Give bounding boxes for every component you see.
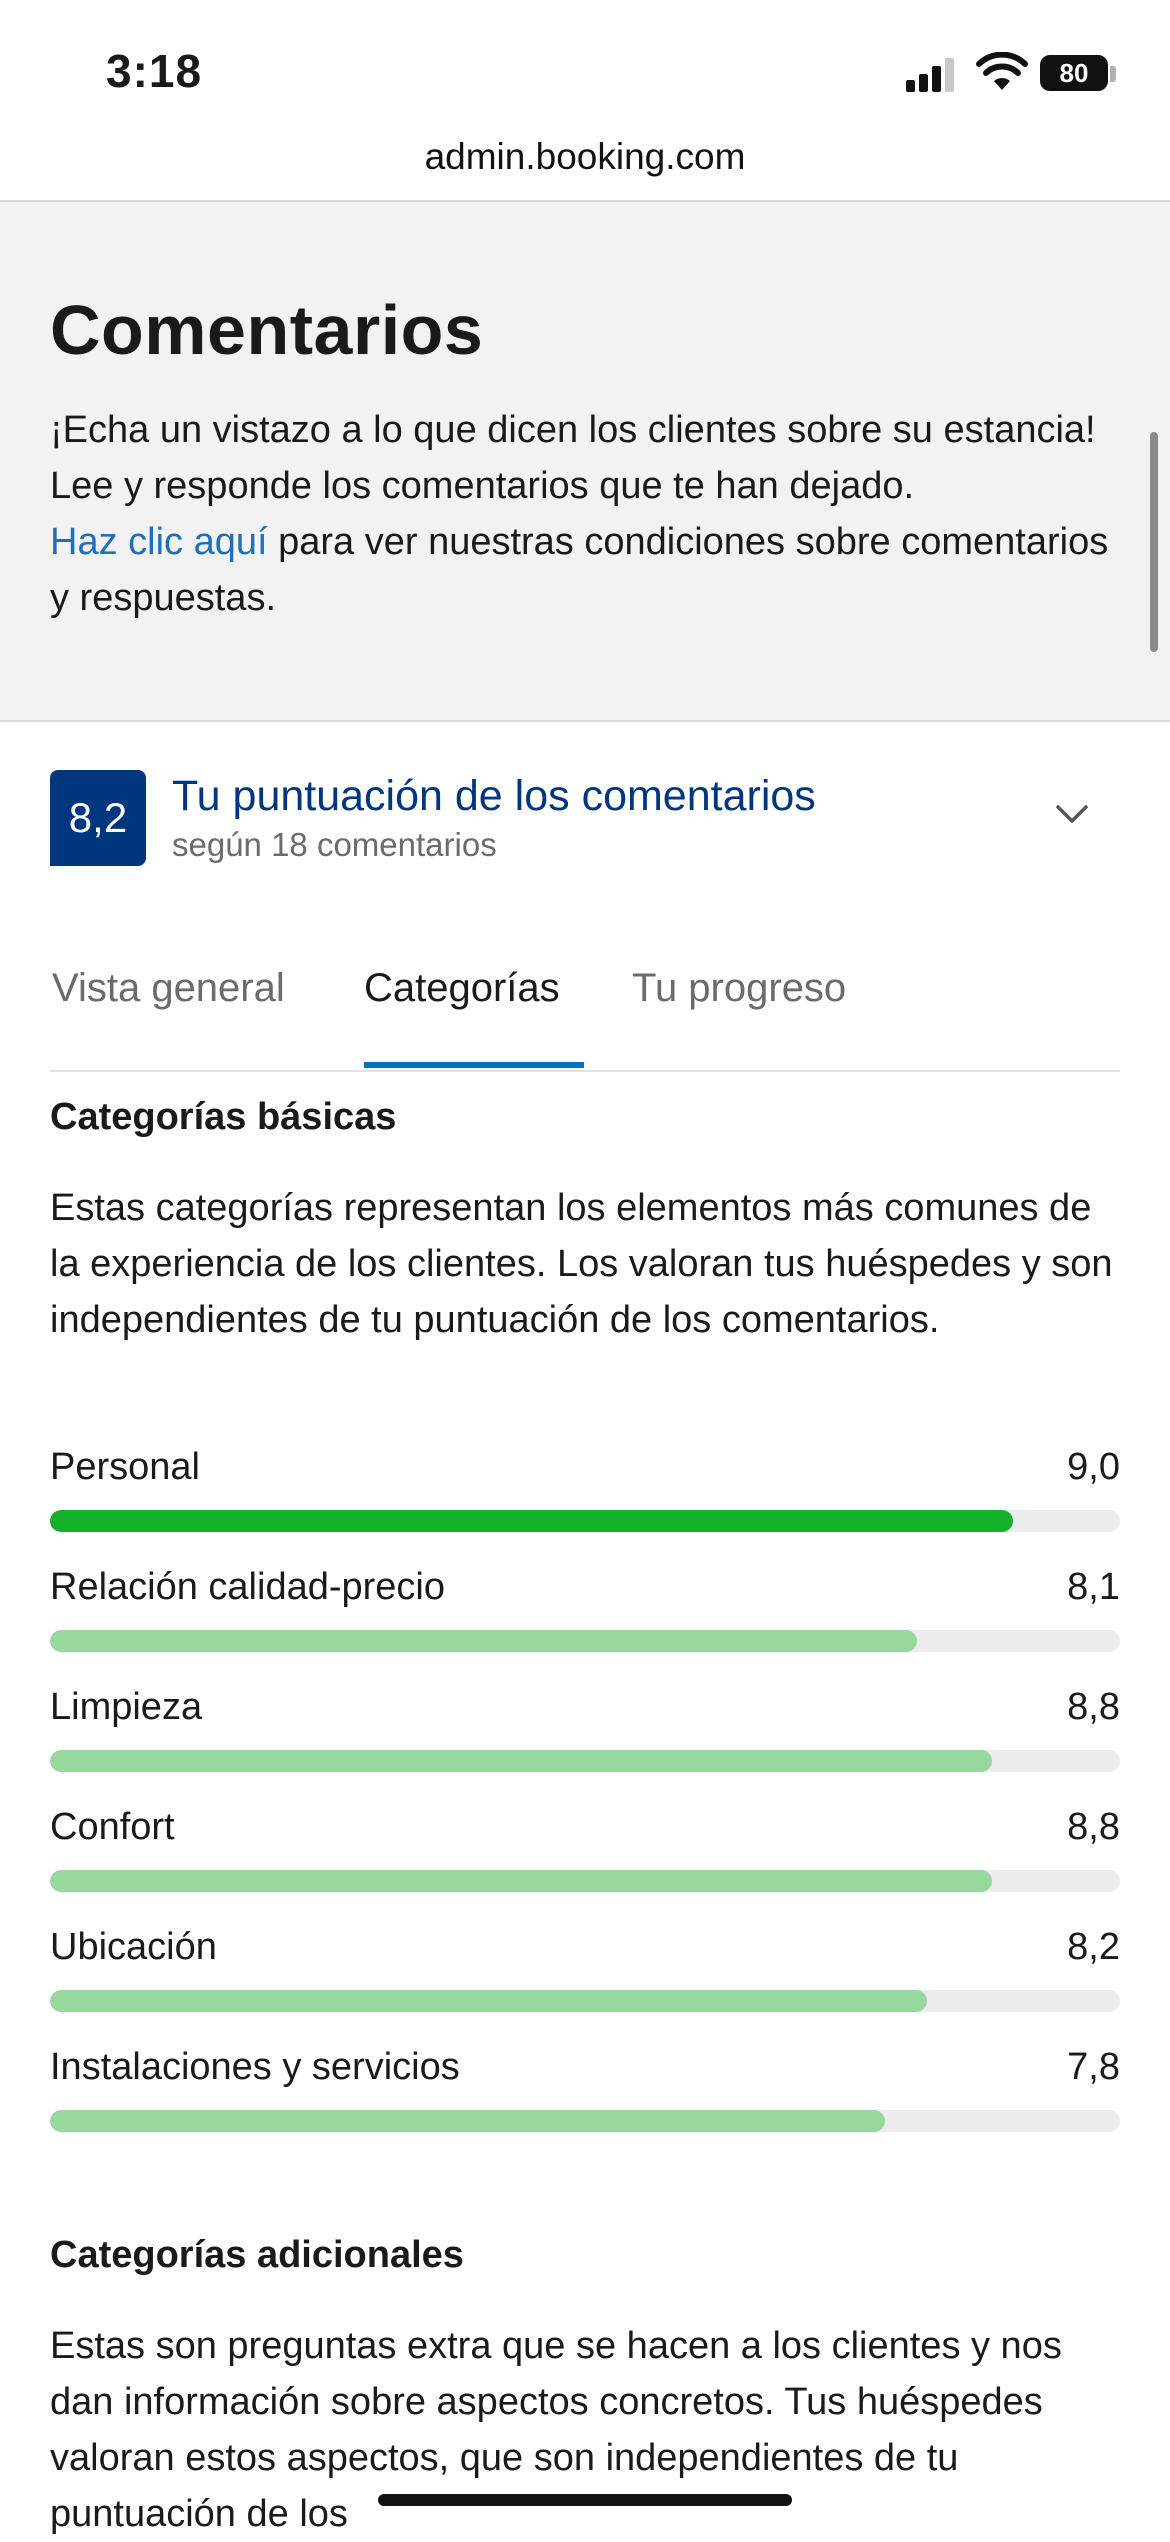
intro-sentence: ¡Echa un vistazo a lo que dicen los clie…	[50, 409, 1096, 507]
category-personal: Personal 9,0	[50, 1446, 1120, 1546]
category-score: 8,8	[1067, 1806, 1120, 1848]
active-tab-indicator	[364, 1062, 584, 1068]
additional-categories-description: Estas son preguntas extra que se hacen a…	[50, 2325, 1062, 2535]
score-bar-fill	[50, 1510, 1013, 1532]
category-value-for-money: Relación calidad-precio 8,1	[50, 1566, 1120, 1666]
page-title: Comentarios	[50, 291, 484, 369]
category-score: 7,8	[1067, 2046, 1120, 2088]
battery-cap	[1110, 66, 1116, 82]
battery-level: 80	[1059, 58, 1089, 88]
score-bar	[50, 1630, 1120, 1652]
category-score: 8,8	[1067, 1686, 1120, 1728]
tab-categories[interactable]: Categorías	[364, 966, 560, 1010]
score-bar	[50, 2110, 1120, 2132]
category-label: Relación calidad-precio	[50, 1566, 445, 1608]
tab-overview[interactable]: Vista general	[52, 966, 285, 1010]
basic-categories-description: Estas categorías representan los element…	[50, 1187, 1113, 1341]
tab-bar: Vista general Categorías Tu progreso	[50, 940, 1120, 1072]
category-comfort: Confort 8,8	[50, 1806, 1120, 1906]
score-bar	[50, 1870, 1120, 1892]
score-bar-fill	[50, 1750, 992, 1772]
score-summary[interactable]: 8,2 Tu puntuación de los comentarios seg…	[50, 770, 1120, 870]
url-bar[interactable]: admin.booking.com	[424, 136, 746, 177]
category-score: 9,0	[1067, 1446, 1120, 1488]
category-label: Ubicación	[50, 1926, 217, 1968]
category-score: 8,1	[1067, 1566, 1120, 1608]
header-panel: Comentarios ¡Echa un vistazo a lo que di…	[0, 202, 1170, 722]
score-title: Tu puntuación de los comentarios	[172, 772, 816, 820]
home-indicator[interactable]	[378, 2494, 792, 2506]
score-bar	[50, 1750, 1120, 1772]
status-bar: 3:18 80	[0, 0, 1170, 140]
score-bar	[50, 1510, 1120, 1532]
status-time: 3:18	[106, 45, 203, 97]
category-label: Personal	[50, 1446, 200, 1488]
category-label: Limpieza	[50, 1686, 203, 1728]
score-badge: 8,2	[50, 770, 146, 866]
tab-progress[interactable]: Tu progreso	[632, 966, 847, 1010]
divider	[0, 200, 1170, 202]
basic-categories-title: Categorías básicas	[50, 1096, 397, 1138]
score-bar-fill	[50, 1870, 992, 1892]
signal-icon	[906, 58, 954, 92]
terms-link[interactable]: Haz clic aquí	[50, 521, 268, 563]
score-bar-fill	[50, 2110, 885, 2132]
category-score: 8,2	[1067, 1926, 1120, 1968]
wifi-icon	[976, 52, 1028, 90]
chevron-down-icon[interactable]	[1052, 794, 1092, 834]
score-bar-fill	[50, 1990, 928, 2012]
category-cleanliness: Limpieza 8,8	[50, 1686, 1120, 1786]
score-bar	[50, 1990, 1120, 2012]
score-subtitle: según 18 comentarios	[172, 826, 497, 863]
category-label: Confort	[50, 1806, 175, 1848]
additional-categories-title: Categorías adicionales	[50, 2234, 464, 2276]
category-facilities: Instalaciones y servicios 7,8	[50, 2046, 1120, 2146]
category-location: Ubicación 8,2	[50, 1926, 1120, 2026]
score-bar-fill	[50, 1630, 917, 1652]
intro-text: ¡Echa un vistazo a lo que dicen los clie…	[50, 402, 1130, 626]
category-label: Instalaciones y servicios	[50, 2046, 460, 2088]
battery-icon: 80	[1040, 55, 1108, 91]
scrollbar[interactable]	[1150, 432, 1158, 652]
intro-link-suffix: para ver nuestras condiciones sobre come…	[50, 521, 1109, 619]
